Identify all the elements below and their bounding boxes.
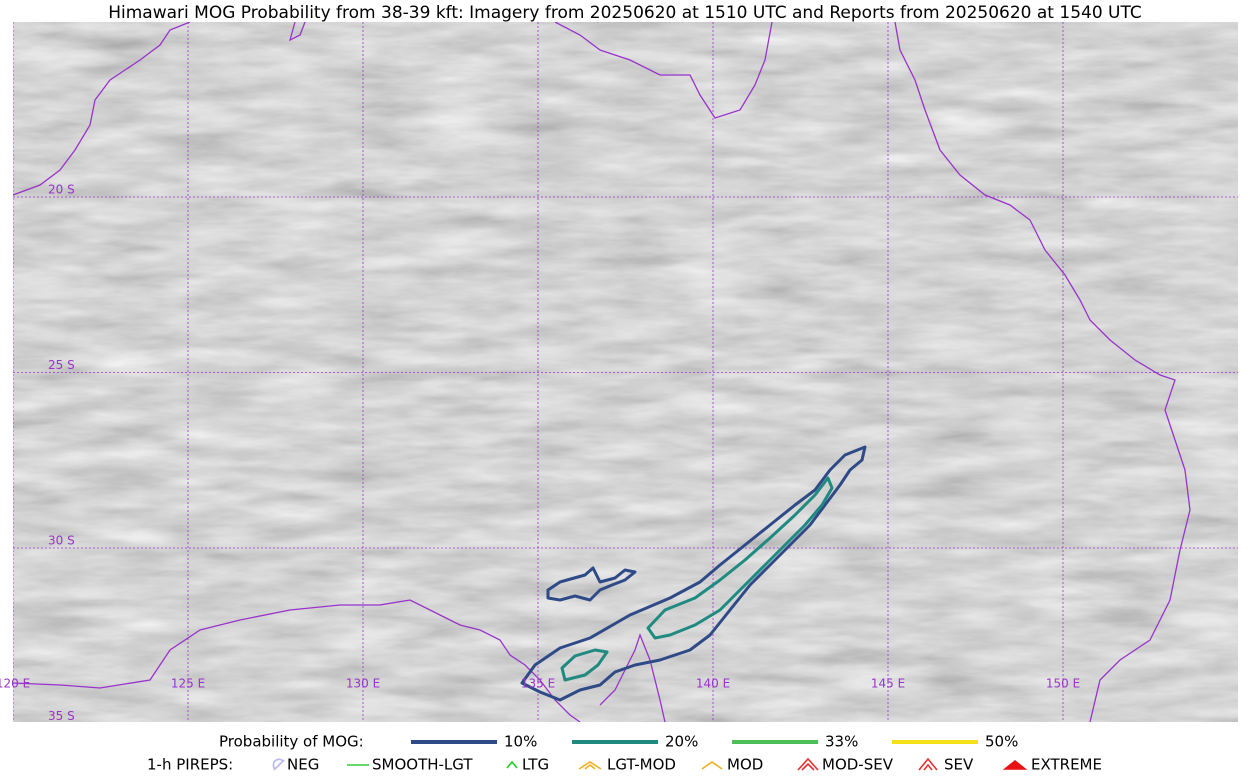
legend-label: 33%	[825, 733, 858, 751]
graticule	[13, 22, 1238, 722]
legend-label: SEV	[944, 756, 974, 774]
pirep-icon	[1002, 759, 1028, 770]
legend-label: MOD	[727, 756, 763, 774]
lon-label: 130 E	[346, 677, 380, 691]
lat-label: 25 S	[48, 358, 75, 372]
lon-label: 145 E	[871, 677, 905, 691]
lon-label: 135 E	[521, 677, 555, 691]
lat-label: 20 S	[48, 183, 75, 197]
pirep-icon	[578, 761, 602, 770]
legend-title: Probability of MOG:	[219, 733, 364, 751]
legend-label: 50%	[985, 733, 1018, 751]
lon-label: 120 E	[0, 677, 30, 691]
legend-label: LGT-MOD	[607, 756, 676, 774]
lat-label: 35 S	[48, 709, 75, 723]
probability-contours	[520, 445, 867, 702]
pirep-icon	[272, 758, 285, 771]
legend-label: SMOOTH-LGT	[372, 756, 473, 774]
legend-label: NEG	[287, 756, 319, 774]
title: Himawari MOG Probability from 38-39 kft:…	[108, 3, 1142, 23]
legend-label: MOD-SEV	[822, 756, 894, 774]
coastline	[13, 22, 1191, 722]
legend-label: 20%	[665, 733, 698, 751]
pirep-icon	[506, 760, 518, 769]
legend: Probability of MOG: 10% 20% 33% 50% 1-h PIREP…	[147, 733, 1102, 774]
legend-label: EXTREME	[1031, 756, 1102, 774]
legend-label: LTG	[522, 756, 549, 774]
legend-title: 1-h PIREPS:	[147, 756, 233, 774]
lon-label: 150 E	[1046, 677, 1080, 691]
lat-label: 30 S	[48, 534, 75, 548]
pirep-icon	[701, 761, 723, 770]
lon-label: 140 E	[696, 677, 730, 691]
map-area	[13, 22, 1238, 722]
satellite-texture	[13, 22, 1238, 722]
legend-label: 10%	[504, 733, 537, 751]
lon-label: 125 E	[171, 677, 205, 691]
pirep-icon	[797, 757, 819, 771]
pirep-icon	[918, 757, 938, 771]
